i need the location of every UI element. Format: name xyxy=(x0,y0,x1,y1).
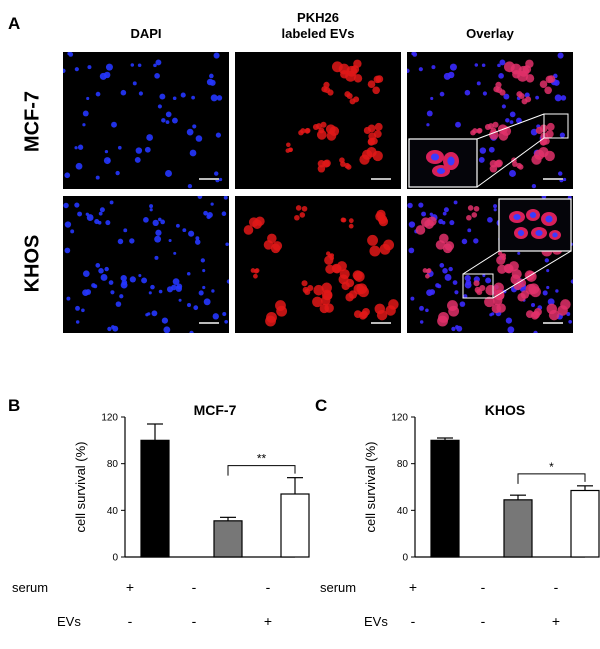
chart-khos: KHOS cell survival (%) 0 40 80 120 * xyxy=(330,400,600,572)
panel-c-letter: C xyxy=(315,396,328,415)
micrograph-mcf7-dapi xyxy=(63,52,229,189)
panel-c-evs-sign-3: + xyxy=(551,613,561,629)
column-header-pkh26: PKH26 labeled EVs xyxy=(235,10,401,42)
khos-significance-bracket xyxy=(517,473,586,484)
mcf7-ylabel: cell survival (%) xyxy=(73,441,88,532)
khos-ytick-label-0: 0 xyxy=(402,553,408,564)
panel-c-evs-sign-2: - xyxy=(480,613,486,629)
column-header-overlay-text: Overlay xyxy=(466,26,514,41)
panel-c-serum-sign-3: - xyxy=(553,579,559,595)
panel-b-evs-label: EVs xyxy=(57,614,81,629)
mcf7-ytick-label-1: 40 xyxy=(107,506,119,517)
khos-ytick-label-2: 80 xyxy=(397,459,409,470)
khos-ytick-label-1: 40 xyxy=(397,506,409,517)
panel-c-serum-label: serum xyxy=(320,580,357,595)
column-header-dapi-text: DAPI xyxy=(130,26,162,41)
mcf7-bar-2 xyxy=(280,493,310,558)
panel-b-evs-sign-1: - xyxy=(127,613,133,629)
panel-c-serum-sign-1: + xyxy=(408,579,418,595)
micrograph-mcf7-overlay xyxy=(407,52,573,189)
mcf7-ytick-label-0: 0 xyxy=(112,553,118,564)
panel-c-evs-label: EVs xyxy=(364,614,388,629)
khos-ytick-label-3: 120 xyxy=(391,413,408,424)
mcf7-bar-0 xyxy=(140,439,170,558)
micrograph-khos-dapi xyxy=(63,196,229,333)
micrograph-khos-overlay xyxy=(407,196,573,333)
panel-b-evs-sign-2: - xyxy=(191,613,197,629)
panel-c-serum-sign-2: - xyxy=(480,579,486,595)
column-header-dapi: DAPI xyxy=(63,26,229,42)
mcf7-ytick-label-3: 120 xyxy=(101,413,118,424)
panel-b-evs-sign-3: + xyxy=(263,613,273,629)
mcf7-significance-label: ** xyxy=(257,452,267,466)
panel-a-letter: A xyxy=(8,14,21,33)
mcf7-ytick-label-2: 80 xyxy=(107,459,119,470)
panel-b-serum-label: serum xyxy=(12,580,49,595)
column-header-overlay: Overlay xyxy=(407,26,573,42)
khos-significance-label: * xyxy=(549,460,554,474)
panel-b-serum-sign-1: + xyxy=(125,579,135,595)
khos-bar-0 xyxy=(430,439,460,558)
panel-b-serum-sign-2: - xyxy=(191,579,197,595)
micrograph-khos-pkh26 xyxy=(235,196,401,333)
khos-bar-2 xyxy=(570,489,600,558)
mcf7-bar-1 xyxy=(213,520,243,558)
chart-mcf7: MCF-7 cell survival (%) 0 40 80 120 ** xyxy=(40,400,310,572)
chart-mcf7-svg: MCF-7 cell survival (%) 0 40 80 120 ** xyxy=(73,402,310,564)
row-label-khos: KHOS xyxy=(21,234,44,293)
khos-title: KHOS xyxy=(485,402,525,418)
panel-c-evs-sign-1: - xyxy=(410,613,416,629)
micrograph-mcf7-pkh26 xyxy=(235,52,401,189)
khos-ylabel: cell survival (%) xyxy=(363,441,378,532)
row-label-mcf7: MCF-7 xyxy=(21,90,44,153)
mcf7-significance-bracket xyxy=(227,465,296,476)
chart-khos-svg: KHOS cell survival (%) 0 40 80 120 * xyxy=(363,402,600,564)
panel-b-serum-sign-3: - xyxy=(265,579,271,595)
column-header-pkh26-line1: PKH26 xyxy=(297,10,339,25)
panel-b-letter: B xyxy=(8,396,21,415)
mcf7-title: MCF-7 xyxy=(194,402,237,418)
khos-bar-1 xyxy=(503,499,533,558)
column-header-pkh26-line2: labeled EVs xyxy=(281,26,355,41)
